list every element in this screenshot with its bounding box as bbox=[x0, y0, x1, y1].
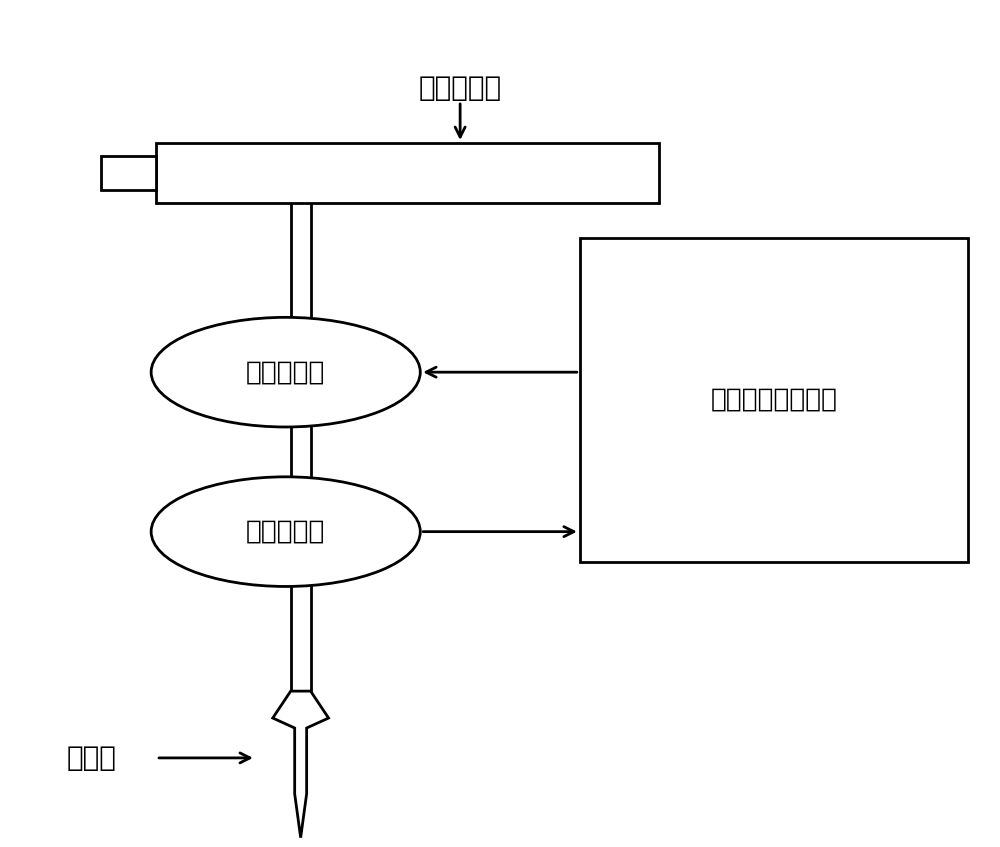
Bar bbox=[101, 156, 156, 190]
Text: 电缆屏蔽层: 电缆屏蔽层 bbox=[419, 74, 502, 102]
Bar bbox=[156, 143, 659, 202]
Text: 电流互感器: 电流互感器 bbox=[246, 359, 325, 385]
Text: 屏蔽效能监测终端: 屏蔽效能监测终端 bbox=[711, 386, 838, 412]
Text: 接地体: 接地体 bbox=[66, 744, 116, 772]
Text: 测量互感器: 测量互感器 bbox=[246, 518, 325, 545]
Ellipse shape bbox=[151, 477, 420, 586]
Ellipse shape bbox=[151, 318, 420, 427]
Polygon shape bbox=[273, 691, 329, 838]
Bar bbox=[580, 238, 968, 562]
